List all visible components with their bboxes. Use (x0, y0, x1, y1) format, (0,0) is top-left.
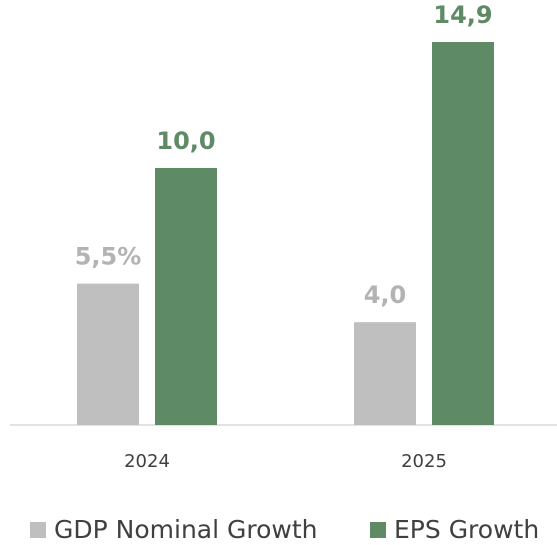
value-label: 4,0 (364, 281, 407, 309)
bar (155, 167, 217, 426)
bar (77, 283, 139, 425)
legend-swatch (30, 522, 46, 538)
bar (354, 322, 416, 425)
value-label: 10,0 (156, 127, 215, 155)
legend-label: GDP Nominal Growth (54, 515, 318, 544)
bar (432, 42, 494, 425)
x-tick-label: 2025 (401, 451, 447, 472)
value-label: 5,5% (75, 243, 142, 271)
legend-swatch (370, 522, 386, 538)
x-tick-label: 2024 (124, 451, 170, 472)
legend-label: EPS Growth (394, 515, 539, 544)
value-label: 14,9 (433, 1, 492, 29)
